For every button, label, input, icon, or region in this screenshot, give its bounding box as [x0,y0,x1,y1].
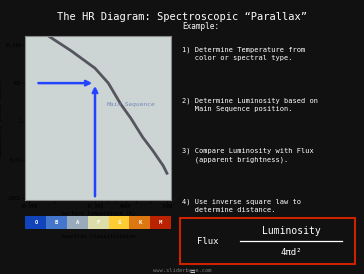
Text: B: B [55,220,58,225]
Text: =: = [189,267,195,274]
Text: F: F [97,220,100,225]
Text: Spectral classification: Spectral classification [61,234,136,239]
Y-axis label: Luminosity (solar units): Luminosity (solar units) [0,79,3,157]
Text: 1) Determine Temperature from
   color or spectral type.: 1) Determine Temperature from color or s… [182,47,305,61]
Text: Example:: Example: [182,22,219,31]
Text: G: G [118,220,121,225]
Text: 4) Use inverse square law to
   determine distance.: 4) Use inverse square law to determine d… [182,199,301,213]
Text: Luminosity: Luminosity [262,227,321,236]
X-axis label: Surface temperature (K): Surface temperature (K) [61,211,136,216]
Text: Flux: Flux [197,237,218,246]
Text: 2) Determine Luminosity based on
   Main Sequence position.: 2) Determine Luminosity based on Main Se… [182,97,318,112]
Text: A: A [76,220,79,225]
Text: M: M [159,220,162,225]
Text: O: O [34,220,37,225]
Text: 3) Compare Luminosity with Flux
   (apparent brightness).: 3) Compare Luminosity with Flux (apparen… [182,148,314,163]
Text: K: K [138,220,142,225]
Text: Main Sequence: Main Sequence [106,102,155,107]
Text: 4πd²: 4πd² [280,248,302,256]
Text: The HR Diagram: Spectroscopic “Parallax”: The HR Diagram: Spectroscopic “Parallax” [57,12,307,22]
Text: www.sliderbase.com: www.sliderbase.com [153,268,211,273]
